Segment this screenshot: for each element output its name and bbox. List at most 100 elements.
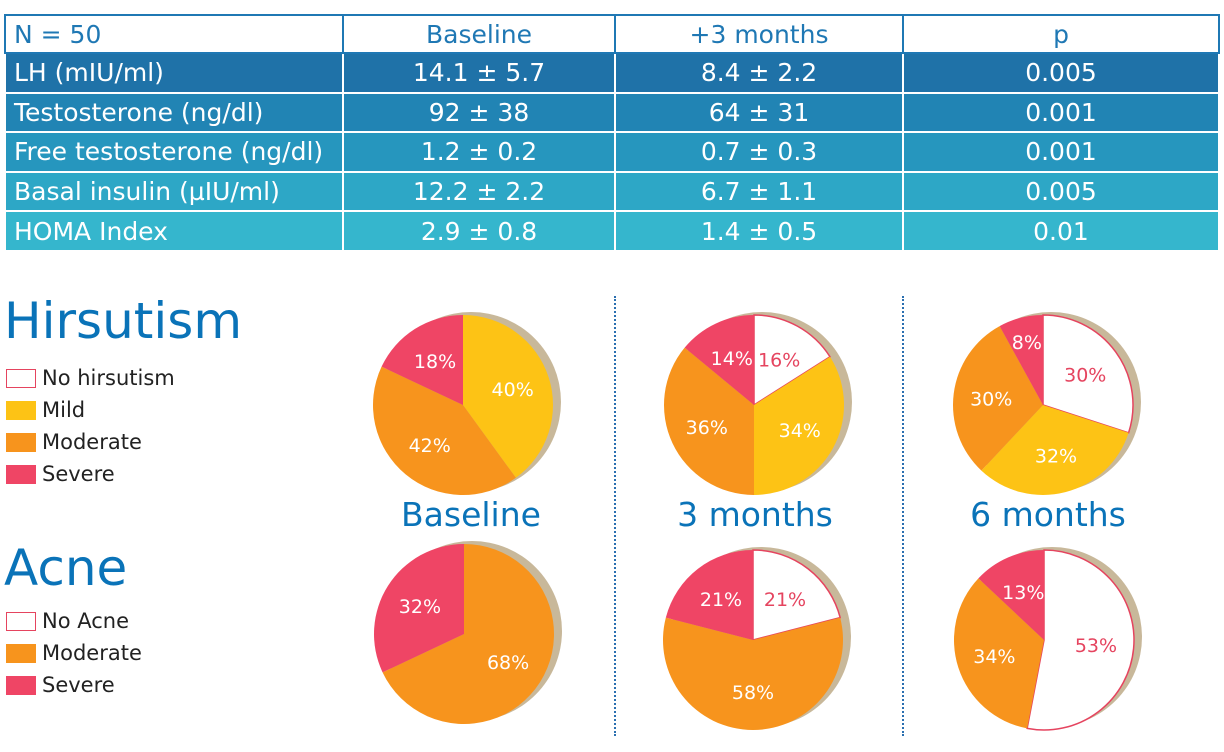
column-divider <box>902 296 904 736</box>
p-value: 0.01 <box>902 210 1220 252</box>
pie-value-label: 32% <box>1035 446 1077 468</box>
pie-slice-severe <box>684 315 754 405</box>
pie-value-label: 34% <box>779 420 821 442</box>
baseline-value: 2.9 ± 0.8 <box>342 210 616 252</box>
three-month-value: 1.4 ± 0.5 <box>614 210 904 252</box>
legend-item: No hirsutism <box>6 362 175 394</box>
three-month-value: 0.7 ± 0.3 <box>614 131 904 173</box>
pie-value-label: 8% <box>1012 332 1042 354</box>
legend-label: Severe <box>42 673 115 697</box>
pie-slice-moderate <box>382 544 554 724</box>
p-value: 0.005 <box>902 170 1220 213</box>
acne-title: Acne <box>4 539 128 597</box>
pie-slice-no-hirsutism <box>1042 314 1134 434</box>
row-label: Free testosterone (ng/dl) <box>4 131 344 173</box>
legend-swatch-moderate <box>6 432 36 452</box>
pie-slice-severe <box>374 544 464 673</box>
p-value: 0.001 <box>902 91 1220 134</box>
legend-label: No hirsutism <box>42 366 175 390</box>
column-label-6-months: 6 months <box>970 495 1126 534</box>
legend-item: Moderate <box>6 426 175 458</box>
baseline-value: 12.2 ± 2.2 <box>342 170 616 213</box>
pie-slice-severe <box>665 550 753 640</box>
pie-slice-severe <box>381 315 463 405</box>
table-row: Testosterone (ng/dl) 92 ± 38 64 ± 31 0.0… <box>4 91 1220 134</box>
pie-slice-mild <box>463 315 553 478</box>
pie-value-label: 68% <box>487 652 529 674</box>
legend-item: No Acne <box>6 605 142 637</box>
pie-value-label: 18% <box>414 351 456 373</box>
pie-value-label: 34% <box>973 646 1015 668</box>
pie-slice-moderate <box>663 617 843 731</box>
header-p: p <box>902 14 1220 54</box>
p-value: 0.005 <box>902 52 1220 94</box>
pie-value-label: 40% <box>492 379 534 401</box>
table-header-row: N = 50 Baseline +3 months p <box>4 14 1220 54</box>
baseline-value: 92 ± 38 <box>342 91 616 134</box>
row-label: Testosterone (ng/dl) <box>4 91 344 134</box>
pie-slice-severe <box>999 315 1043 405</box>
three-month-value: 6.7 ± 1.1 <box>614 170 904 213</box>
legend-swatch-moderate <box>6 643 36 663</box>
legend-label: Moderate <box>42 641 142 665</box>
hirsutism-title: Hirsutism <box>4 292 243 350</box>
p-value: 0.001 <box>902 131 1220 173</box>
pie-value-label: 21% <box>764 589 806 611</box>
column-divider <box>614 296 616 736</box>
pie-slice-no-hirsutism <box>753 314 832 407</box>
legend-label: Severe <box>42 462 115 486</box>
pie-value-label: 30% <box>1064 364 1106 386</box>
legend-item: Mild <box>6 394 175 426</box>
row-label: LH (mIU/ml) <box>4 52 344 94</box>
column-label-3-months: 3 months <box>677 495 833 534</box>
header-baseline: Baseline <box>342 14 616 54</box>
legend-label: Mild <box>42 398 86 422</box>
pie-value-label: 21% <box>700 589 742 611</box>
pie-slice-mild <box>981 405 1129 496</box>
three-month-value: 8.4 ± 2.2 <box>614 52 904 94</box>
row-label: Basal insulin (µIU/ml) <box>4 170 344 213</box>
legend-item: Severe <box>6 669 142 701</box>
legend-swatch-none <box>6 368 36 388</box>
column-label-baseline: Baseline <box>401 495 541 534</box>
legend-label: No Acne <box>42 609 130 633</box>
pie-value-label: 13% <box>1002 582 1044 604</box>
table-row: LH (mIU/ml) 14.1 ± 5.7 8.4 ± 2.2 0.005 <box>4 52 1220 94</box>
legend-swatch-mild <box>6 400 36 420</box>
acne-legend: No Acne Moderate Severe <box>6 605 142 701</box>
pie-value-label: 53% <box>1075 635 1117 657</box>
pie-value-label: 16% <box>758 349 800 371</box>
legend-item: Severe <box>6 458 175 490</box>
header-3-months: +3 months <box>614 14 904 54</box>
pie-value-label: 32% <box>399 596 441 618</box>
baseline-value: 1.2 ± 0.2 <box>342 131 616 173</box>
header-n: N = 50 <box>4 14 344 54</box>
pie-slice-moderate <box>954 578 1044 729</box>
pie-slice-moderate <box>952 326 1043 471</box>
pie-slice-no-acne <box>1026 549 1135 731</box>
pie-value-label: 36% <box>686 417 728 439</box>
table-row: Basal insulin (µIU/ml) 12.2 ± 2.2 6.7 ± … <box>4 170 1220 213</box>
pie-value-label: 14% <box>711 348 753 370</box>
pie-slice-moderate <box>372 366 516 496</box>
hirsutism-legend: No hirsutism Mild Moderate Severe <box>6 362 175 490</box>
pie-value-label: 42% <box>409 435 451 457</box>
legend-swatch-none <box>6 611 36 631</box>
table-row: HOMA Index 2.9 ± 0.8 1.4 ± 0.5 0.01 <box>4 210 1220 252</box>
row-label: HOMA Index <box>4 210 344 252</box>
pie-slice-severe <box>978 550 1044 640</box>
hormone-table: N = 50 Baseline +3 months p LH (mIU/ml) … <box>4 14 1220 252</box>
pie-slice-no-acne <box>752 549 842 641</box>
table-row: Free testosterone (ng/dl) 1.2 ± 0.2 0.7 … <box>4 131 1220 173</box>
pie-slice-moderate <box>664 347 754 495</box>
pie-slice-mild <box>754 356 844 495</box>
pie-value-label: 30% <box>970 388 1012 410</box>
pie-value-label: 58% <box>732 682 774 704</box>
legend-swatch-severe <box>6 464 36 484</box>
legend-item: Moderate <box>6 637 142 669</box>
baseline-value: 14.1 ± 5.7 <box>342 52 616 94</box>
three-month-value: 64 ± 31 <box>614 91 904 134</box>
legend-swatch-severe <box>6 675 36 695</box>
legend-label: Moderate <box>42 430 142 454</box>
